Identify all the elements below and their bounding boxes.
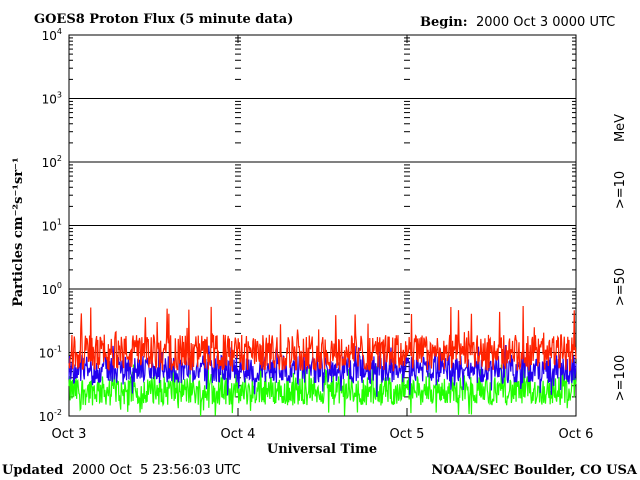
- y-tick-label: 102: [42, 154, 62, 170]
- updated-label: Updated: [2, 463, 63, 478]
- y-tick-label: 10-1: [39, 345, 62, 361]
- y-tick-label: 104: [42, 27, 62, 43]
- begin-value: 2000 Oct 3 0000 UTC: [476, 15, 615, 30]
- y-axis-label: Particles cm⁻²s⁻¹sr⁻¹: [11, 157, 26, 306]
- y-tick-label: 10-2: [39, 408, 62, 424]
- legend-series-ge100: >=100: [613, 355, 628, 402]
- x-tick-labels: Oct 3 Oct 4 Oct 5 Oct 6: [52, 427, 594, 442]
- y-tick-labels: 104 103 102 101 100 10-1 10-2: [39, 27, 62, 424]
- series-line-2: [68, 363, 577, 416]
- x-tick-label: Oct 5: [390, 427, 425, 442]
- legend-series-ge10: >=10: [613, 171, 628, 209]
- y-tick-label: 101: [42, 218, 62, 234]
- x-tick-label: Oct 6: [559, 427, 594, 442]
- credit: NOAA/SEC Boulder, CO USA: [431, 463, 638, 478]
- x-tick-label: Oct 4: [221, 427, 256, 442]
- updated-value: 2000 Oct 5 23:56:03 UTC: [72, 463, 241, 478]
- series-layer: [68, 306, 577, 416]
- chart-title: GOES8 Proton Flux (5 minute data): [34, 12, 293, 27]
- legend-unit: MeV: [613, 114, 628, 142]
- legend: MeV >=10 >=50 >=100: [613, 114, 628, 401]
- legend-series-ge50: >=50: [613, 268, 628, 306]
- series-line-0: [68, 306, 577, 372]
- y-tick-label: 100: [42, 281, 62, 297]
- y-tick-label: 103: [42, 91, 62, 107]
- series-line-1: [68, 344, 577, 397]
- x-tick-label: Oct 3: [52, 427, 87, 442]
- x-axis-label: Universal Time: [267, 442, 377, 457]
- begin-label: Begin:: [420, 15, 468, 30]
